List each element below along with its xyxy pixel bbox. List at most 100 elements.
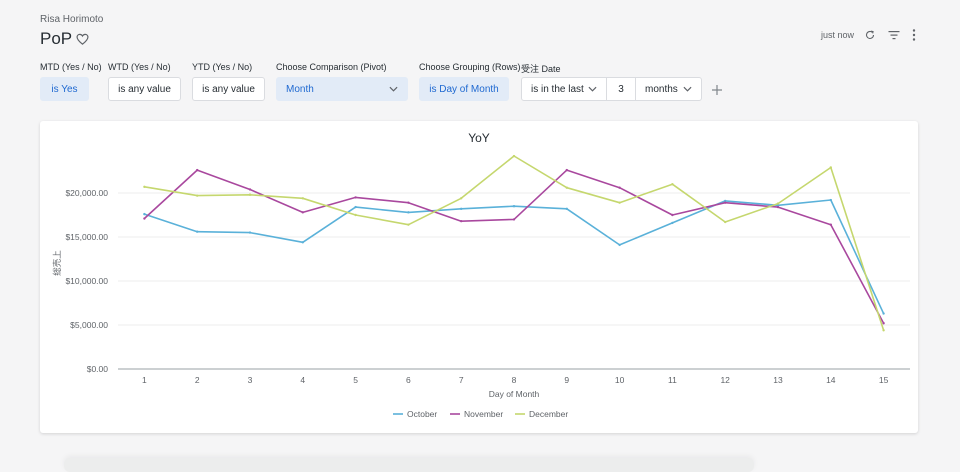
data-point bbox=[407, 223, 410, 226]
data-point bbox=[512, 218, 516, 221]
line-chart: YoY $0.00 $5,000.00 $10,000.00 $15,000.00 $20… bbox=[52, 131, 910, 419]
data-point bbox=[460, 219, 463, 223]
data-point bbox=[354, 205, 357, 209]
y-tick-label: $10,000.00 bbox=[65, 276, 108, 286]
chart-title: YoY bbox=[468, 131, 490, 145]
data-point bbox=[776, 205, 780, 209]
y-tick-label: $15,000.00 bbox=[65, 232, 108, 242]
data-point bbox=[565, 168, 568, 172]
legend-label: December bbox=[529, 409, 568, 419]
chevron-down-icon bbox=[683, 86, 692, 92]
filter-ytd: YTD (Yes / No) bbox=[192, 62, 252, 72]
data-point bbox=[143, 212, 146, 216]
y-tick-label: $5,000.00 bbox=[70, 320, 108, 330]
x-tick-label: 13 bbox=[773, 375, 783, 385]
x-tick-label: 10 bbox=[615, 375, 625, 385]
title-row: PoP bbox=[40, 29, 89, 49]
x-tick-label: 15 bbox=[879, 375, 889, 385]
data-point bbox=[565, 186, 568, 189]
data-point bbox=[196, 230, 199, 233]
x-tick-label: 5 bbox=[353, 375, 358, 385]
filter-pivot: Choose Comparison (Pivot) bbox=[276, 62, 387, 72]
x-tick-label: 7 bbox=[459, 375, 464, 385]
data-point bbox=[618, 243, 621, 247]
data-point bbox=[143, 185, 146, 189]
x-tick-label: 6 bbox=[406, 375, 411, 385]
filter-grouping: Choose Grouping (Rows) bbox=[419, 62, 521, 72]
plus-icon[interactable] bbox=[712, 82, 722, 98]
data-point bbox=[618, 201, 621, 204]
data-point bbox=[407, 211, 410, 214]
x-tick-label: 9 bbox=[564, 375, 569, 385]
series-line-december bbox=[144, 155, 885, 331]
dashboard-title: PoP bbox=[40, 29, 73, 48]
data-point bbox=[724, 199, 727, 203]
filter-wtd-value[interactable]: is any value bbox=[108, 77, 181, 101]
data-point bbox=[671, 183, 674, 186]
y-axis-label: 総売上 bbox=[52, 250, 63, 276]
filter-date-unit-value: months bbox=[645, 83, 678, 95]
y-tick-label: $0.00 bbox=[87, 364, 109, 374]
filter-grouping-value[interactable]: is Day of Month bbox=[419, 77, 509, 101]
filter-pivot-select[interactable]: Month bbox=[276, 77, 408, 101]
data-point bbox=[882, 329, 885, 332]
x-tick-label: 3 bbox=[248, 375, 253, 385]
data-point bbox=[354, 196, 357, 199]
x-tick-label: 12 bbox=[720, 375, 730, 385]
filter-date: 受注 Date bbox=[521, 62, 561, 75]
filter-wtd-label: WTD (Yes / No) bbox=[108, 62, 171, 72]
filter-date-label: 受注 Date bbox=[521, 64, 561, 74]
data-point bbox=[882, 322, 885, 325]
filter-date-unit[interactable]: months bbox=[635, 77, 702, 101]
owner-name: Risa Horimoto bbox=[40, 14, 104, 25]
data-point bbox=[776, 204, 780, 207]
chevron-down-icon bbox=[389, 86, 398, 92]
data-point bbox=[460, 197, 463, 200]
filter-date-amount[interactable]: 3 bbox=[606, 77, 636, 101]
more-vert-icon[interactable] bbox=[912, 29, 916, 41]
data-point bbox=[882, 312, 885, 315]
data-point bbox=[512, 154, 516, 158]
data-point bbox=[565, 207, 568, 211]
filter-ytd-label: YTD (Yes / No) bbox=[192, 62, 253, 72]
x-tick-label: 4 bbox=[300, 375, 305, 385]
filter-mtd-label: MTD (Yes / No) bbox=[40, 62, 102, 72]
data-point bbox=[829, 223, 832, 226]
x-axis-label: Day of Month bbox=[489, 389, 540, 399]
legend-label: November bbox=[464, 409, 503, 419]
chart-card: YoY $0.00 $5,000.00 $10,000.00 $15,000.00 $20… bbox=[40, 121, 918, 433]
data-point bbox=[512, 205, 516, 208]
data-point bbox=[248, 188, 252, 191]
data-point bbox=[407, 201, 410, 204]
chevron-down-icon bbox=[588, 86, 597, 92]
data-point bbox=[301, 211, 304, 214]
refresh-icon[interactable] bbox=[864, 29, 876, 41]
filter-pivot-label: Choose Comparison (Pivot) bbox=[276, 62, 387, 72]
filter-ytd-value[interactable]: is any value bbox=[192, 77, 265, 101]
legend-label: October bbox=[407, 409, 437, 419]
data-point bbox=[196, 168, 199, 172]
data-point bbox=[248, 193, 252, 196]
x-tick-label: 14 bbox=[826, 375, 836, 385]
filter-icon[interactable] bbox=[888, 30, 900, 40]
filter-date-operator-value: is in the last bbox=[531, 83, 584, 95]
heart-icon[interactable] bbox=[76, 33, 89, 45]
data-point bbox=[143, 217, 146, 220]
filter-grouping-label: Choose Grouping (Rows) bbox=[419, 62, 521, 72]
data-point bbox=[724, 201, 727, 204]
data-point bbox=[354, 213, 357, 217]
x-tick-label: 8 bbox=[512, 375, 517, 385]
data-point bbox=[460, 207, 463, 211]
data-point bbox=[301, 241, 304, 244]
dashboard-toolbar: just now bbox=[821, 29, 916, 41]
last-updated: just now bbox=[820, 30, 854, 40]
x-tick-label: 11 bbox=[668, 375, 677, 385]
filter-date-operator[interactable]: is in the last bbox=[521, 77, 607, 101]
data-point bbox=[776, 202, 780, 205]
filter-mtd-value[interactable]: is Yes bbox=[40, 77, 89, 101]
x-tick-label: 2 bbox=[195, 375, 200, 385]
data-point bbox=[248, 231, 252, 234]
data-point bbox=[724, 220, 727, 224]
x-tick-label: 1 bbox=[142, 375, 147, 385]
filter-wtd: WTD (Yes / No) bbox=[108, 62, 171, 72]
